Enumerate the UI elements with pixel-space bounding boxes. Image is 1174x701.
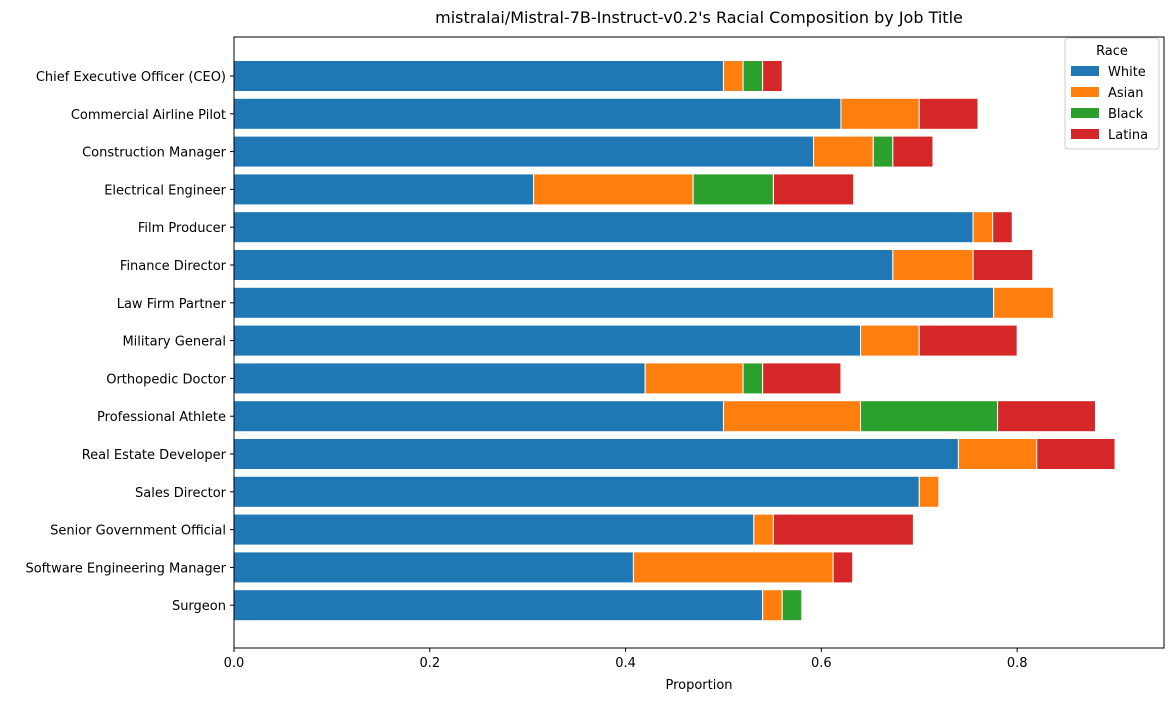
bar-latina-5 — [972, 249, 1034, 281]
bar-asian-9 — [722, 400, 862, 433]
bar-asian-1 — [840, 97, 920, 130]
ticks-layer: Chief Executive Officer (CEO) Commercial … — [25, 70, 1027, 671]
bar-latina-7 — [918, 324, 1018, 357]
legend-swatch-black — [1071, 108, 1099, 118]
x-axis-label: Proportion — [665, 678, 732, 693]
bar-asian-8 — [644, 362, 744, 395]
bar-latina-10 — [1036, 438, 1116, 470]
bar-asian-5 — [892, 249, 974, 281]
y-tick-label: Senior Government Official — [50, 524, 226, 539]
bar-white-11 — [233, 475, 920, 508]
y-tick-label: Orthopedic Doctor — [106, 372, 226, 387]
bar-black-8 — [742, 362, 764, 395]
y-tick-label: Law Firm Partner — [117, 297, 227, 312]
bar-latina-12 — [772, 513, 914, 546]
bar-asian-0 — [722, 60, 744, 92]
bars-layer — [233, 60, 1116, 622]
bar-white-4 — [233, 211, 974, 244]
bar-white-1 — [233, 97, 842, 130]
bar-latina-13 — [832, 551, 854, 584]
bar-white-14 — [233, 589, 764, 622]
bar-white-6 — [233, 286, 995, 319]
y-tick-label: Film Producer — [138, 221, 227, 236]
plot-frame — [233, 36, 1165, 649]
bar-white-10 — [233, 438, 959, 470]
bar-black-3 — [692, 173, 774, 206]
bar-asian-13 — [632, 551, 834, 584]
bar-asian-12 — [753, 513, 774, 546]
chart-title: mistralai/Mistral-7B-Instruct-v0.2's Rac… — [435, 8, 963, 27]
bar-asian-14 — [762, 589, 783, 622]
bar-latina-4 — [992, 211, 1013, 244]
y-tick-label: Surgeon — [172, 599, 226, 614]
bar-latina-1 — [918, 97, 979, 130]
bar-asian-6 — [993, 286, 1054, 319]
y-tick-label: Construction Manager — [82, 146, 227, 161]
legend-label-asian: Asian — [1108, 86, 1143, 101]
bar-white-9 — [233, 400, 724, 433]
bar-asian-11 — [918, 475, 940, 508]
bar-latina-2 — [892, 135, 934, 168]
bar-latina-9 — [997, 400, 1096, 433]
axes-layer — [233, 36, 1165, 649]
bar-white-0 — [233, 60, 724, 92]
legend-title: Race — [1096, 44, 1128, 59]
bar-black-2 — [872, 135, 894, 168]
bar-white-3 — [233, 173, 535, 206]
legend-frame — [1064, 37, 1160, 150]
y-tick-label: Software Engineering Manager — [25, 561, 226, 576]
y-tick-label: Real Estate Developer — [82, 448, 227, 463]
y-tick-label: Chief Executive Officer (CEO) — [36, 70, 226, 85]
bar-latina-0 — [762, 60, 783, 92]
bar-latina-8 — [762, 362, 842, 395]
legend-label-black: Black — [1108, 107, 1144, 122]
x-tick-label: 0.4 — [615, 656, 636, 671]
legend-label-latina: Latina — [1108, 128, 1148, 143]
bar-asian-4 — [972, 211, 994, 244]
bar-white-2 — [233, 135, 815, 168]
x-tick-label: 0.0 — [224, 656, 245, 671]
legend-label-white: White — [1108, 65, 1146, 80]
x-tick-label: 0.8 — [1007, 656, 1028, 671]
bar-asian-2 — [813, 135, 874, 168]
bar-black-14 — [781, 589, 803, 622]
bar-white-12 — [233, 513, 755, 546]
legend: Race White Asian Black Latina — [1064, 37, 1160, 150]
bar-white-8 — [233, 362, 646, 395]
bar-asian-3 — [533, 173, 694, 206]
bar-asian-7 — [860, 324, 920, 357]
y-tick-label: Professional Athlete — [97, 410, 226, 425]
legend-swatch-white — [1071, 66, 1099, 76]
legend-swatch-asian — [1071, 87, 1099, 97]
x-tick-label: 0.2 — [419, 656, 440, 671]
y-tick-label: Electrical Engineer — [104, 183, 226, 198]
bar-asian-10 — [957, 438, 1038, 470]
legend-swatch-latina — [1071, 129, 1099, 139]
bar-white-7 — [233, 324, 862, 357]
y-tick-label: Finance Director — [120, 259, 227, 274]
x-tick-label: 0.6 — [811, 656, 832, 671]
bar-white-5 — [233, 249, 894, 281]
y-tick-label: Commercial Airline Pilot — [71, 108, 226, 123]
bar-latina-3 — [772, 173, 855, 206]
bar-black-9 — [860, 400, 999, 433]
bar-white-13 — [233, 551, 634, 584]
y-tick-label: Sales Director — [135, 486, 227, 501]
y-tick-label: Military General — [122, 335, 226, 350]
bar-black-0 — [742, 60, 764, 92]
legend-items: White Asian Black Latina — [1071, 65, 1148, 143]
